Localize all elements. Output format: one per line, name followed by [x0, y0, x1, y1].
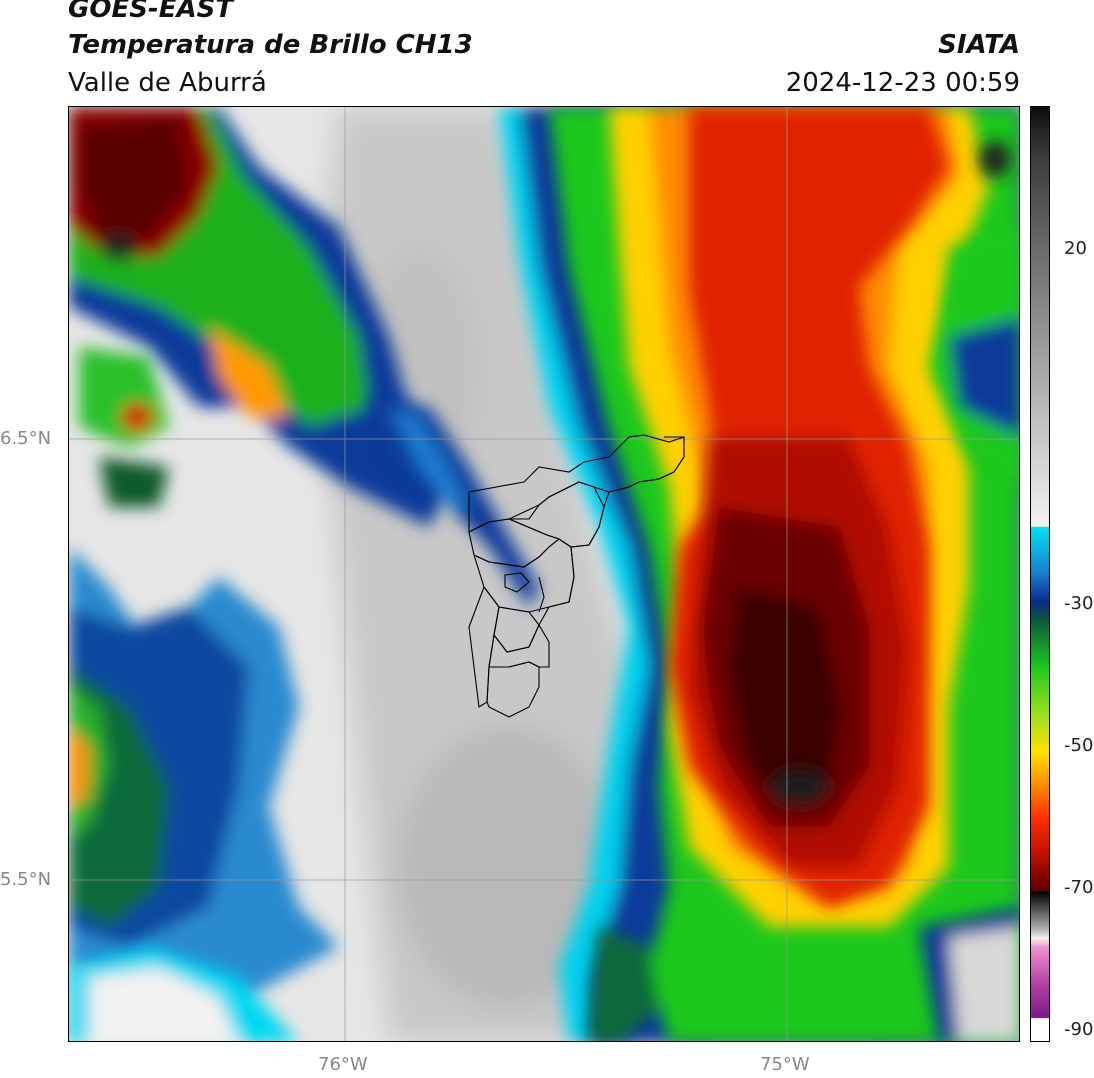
colorbar-tick-minus90: -90: [1064, 1019, 1094, 1040]
lon-label-75w: 75°W: [760, 1054, 810, 1075]
left-cold-cloud: [69, 547, 339, 1007]
upper-left-storm: [69, 107, 449, 527]
agency-label: SIATA: [938, 30, 1020, 60]
colorbar-tick-20: 20: [1064, 238, 1087, 259]
lon-label-76w: 76°W: [318, 1054, 368, 1075]
lat-label-5-5n: 5.5°N: [0, 869, 52, 890]
valley-channel: [369, 397, 539, 607]
lat-label-6-5n: 6.5°N: [0, 428, 52, 449]
municipality-boundaries: [468, 434, 685, 718]
map-canvas: [69, 107, 1019, 1041]
colorbar-tick-minus50: -50: [1064, 735, 1094, 756]
right-storm-red: [669, 107, 1011, 907]
far-right-edge: [919, 227, 1019, 1041]
graticule: [69, 107, 1019, 1041]
colorbar-tick-minus30: -30: [1064, 593, 1094, 614]
satellite-title: GOES-EAST: [68, 0, 234, 24]
region-label: Valle de Aburrá: [68, 68, 267, 98]
timestamp-label: 2024-12-23 00:59: [785, 68, 1020, 98]
colorbar-tick-minus70: -70: [1064, 877, 1094, 898]
product-title: Temperatura de Brillo CH13: [68, 30, 473, 60]
colorbar-gradient: [1031, 107, 1049, 1041]
colorbar: [1030, 106, 1050, 1042]
bottom-left-patches: [69, 947, 298, 1041]
satellite-map[interactable]: [68, 106, 1020, 1042]
